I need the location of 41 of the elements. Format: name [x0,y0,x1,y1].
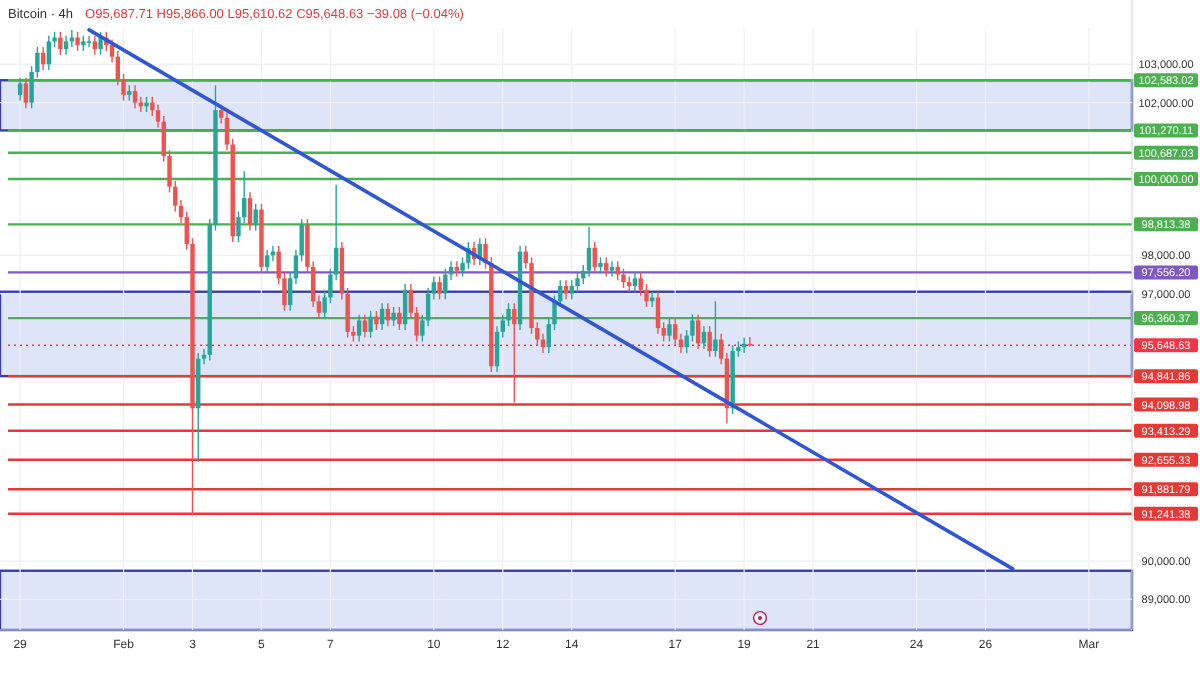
candlestick [655,291,661,335]
candlestick [649,291,655,308]
candlestick [379,302,385,331]
candlestick [362,313,368,339]
candlestick [586,226,592,278]
candlestick [592,241,597,274]
candlestick [247,191,253,232]
candlestick [512,302,517,404]
candlestick [632,271,638,293]
candlestick [92,34,98,56]
candlestick [604,256,609,278]
candlestick [253,203,258,232]
candlestick [615,260,620,281]
candlestick [23,76,29,109]
candlestick [454,260,460,278]
candlestick [58,31,63,56]
candlestick [575,271,580,293]
candlestick [75,31,80,52]
candlestick [695,313,701,350]
candlestick [132,84,138,109]
candlestick [402,283,408,331]
candlestick [86,34,92,48]
candlestick [443,268,448,301]
candlestick [437,275,442,301]
candlestick [63,34,69,56]
candlestick [397,306,402,331]
candlestick [356,313,362,343]
candlestick [672,317,678,346]
candlestick [621,268,626,289]
candlestick [563,279,569,301]
candlestick [391,306,396,327]
candlestick [265,248,270,274]
candlestick [667,317,672,343]
candlestick [46,34,52,71]
candlestick [368,310,373,339]
candlestick [713,300,718,358]
candlestick [707,325,712,358]
candlestick [569,279,574,301]
candlestick [609,260,615,278]
candlestick [17,76,23,102]
candlestick [374,310,379,331]
